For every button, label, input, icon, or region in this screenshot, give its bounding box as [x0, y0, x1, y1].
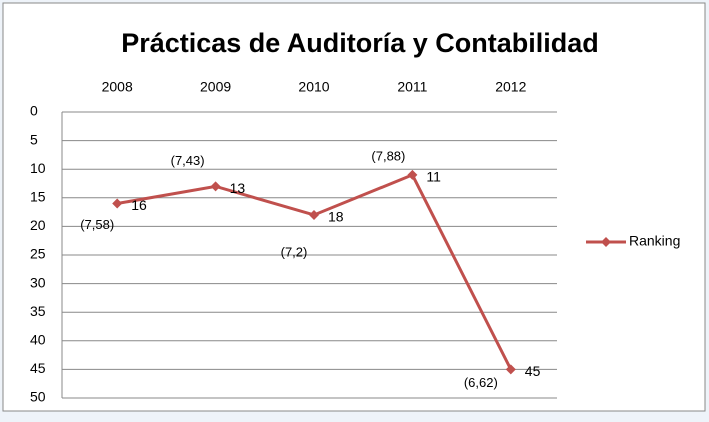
y-tick-label: 40	[30, 332, 46, 348]
point	[309, 209, 319, 220]
point	[210, 181, 221, 192]
annotation: (6,62)	[464, 375, 498, 390]
data-label: 18	[328, 209, 344, 225]
chart-title: Prácticas de Auditoría y Contabilidad	[121, 28, 599, 58]
x-tick-label: 2012	[495, 79, 526, 95]
x-tick-label: 2011	[397, 79, 427, 95]
point	[505, 364, 516, 375]
y-tick-label: 35	[30, 303, 46, 319]
legend-label: Ranking	[629, 233, 680, 249]
annotation: (7,58)	[80, 217, 114, 232]
y-tick-label: 5	[30, 131, 38, 147]
annotation: (7,88)	[371, 148, 405, 163]
x-tick-label: 2010	[298, 79, 329, 95]
y-tick-label: 30	[30, 274, 46, 290]
legend-marker	[601, 237, 611, 247]
y-tick-label: 25	[30, 246, 46, 262]
y-tick-label: 10	[30, 160, 46, 176]
point	[112, 198, 123, 209]
data-label: 11	[426, 169, 441, 185]
y-tick-label: 20	[30, 217, 46, 233]
y-tick-label: 15	[30, 189, 46, 205]
y-tick-label: 45	[30, 360, 46, 376]
data-label: 16	[131, 197, 147, 213]
data-label: 13	[230, 180, 246, 196]
annotation: (7,2)	[281, 244, 308, 259]
y-tick-label: 0	[30, 103, 38, 119]
point	[407, 169, 418, 180]
x-tick-label: 2009	[200, 79, 231, 95]
data-label: 45	[525, 363, 541, 379]
x-tick-label: 2008	[102, 79, 133, 95]
chart-frame	[2, 2, 706, 412]
annotation: (7,43)	[171, 153, 205, 168]
y-tick-label: 50	[30, 389, 46, 405]
